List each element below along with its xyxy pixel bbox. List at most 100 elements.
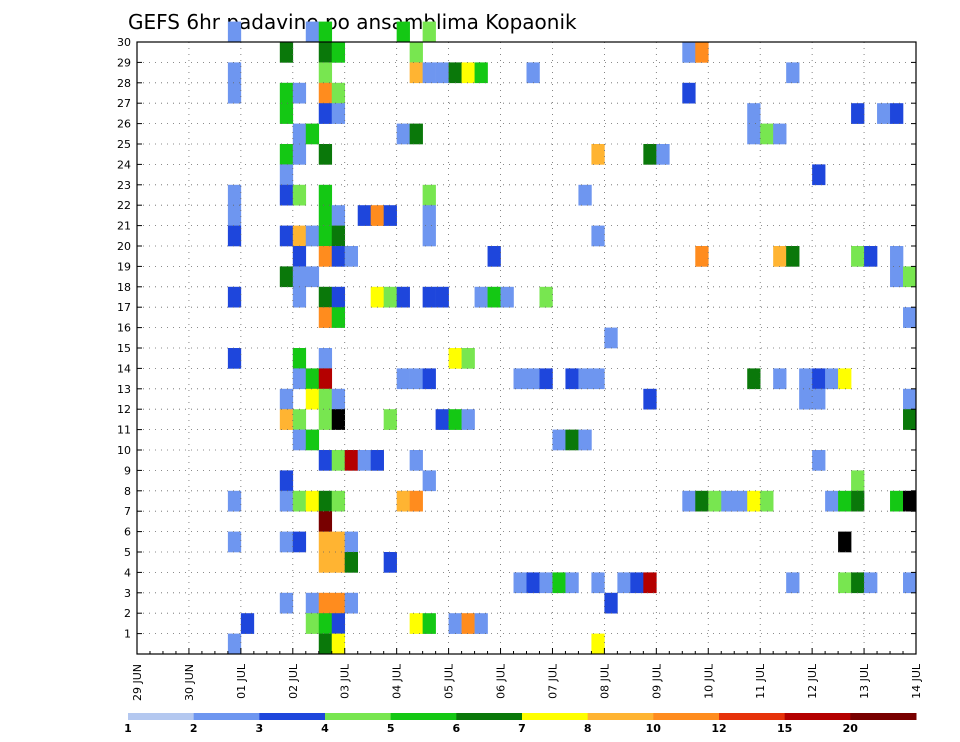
y-tick-label: 18 bbox=[117, 281, 131, 294]
colorbar-label: 4 bbox=[321, 722, 329, 735]
heatmap-cell bbox=[409, 62, 423, 84]
heatmap-cell bbox=[383, 205, 397, 226]
heatmap-cell bbox=[838, 531, 852, 553]
heatmap-cell bbox=[227, 184, 242, 206]
heatmap-cell bbox=[305, 429, 320, 451]
colorbar-swatch bbox=[390, 713, 457, 720]
heatmap-cell bbox=[292, 348, 307, 369]
heatmap-cell bbox=[903, 266, 917, 288]
colorbar-label: 3 bbox=[255, 722, 263, 735]
heatmap-cell bbox=[903, 388, 917, 410]
x-tick-label: 30 JUN bbox=[183, 664, 196, 701]
x-tick-label: 06 JUL bbox=[495, 663, 508, 699]
heatmap-cell bbox=[305, 225, 320, 247]
heatmap-cell bbox=[851, 490, 865, 512]
y-tick-label: 16 bbox=[117, 322, 131, 335]
colorbar-label: 1 bbox=[124, 722, 132, 735]
heatmap-cell bbox=[422, 62, 436, 84]
heatmap-cell bbox=[227, 225, 242, 247]
heatmap-cell bbox=[422, 613, 436, 634]
heatmap-cell bbox=[734, 490, 748, 512]
colorbar-label: 15 bbox=[777, 722, 792, 735]
heatmap-cell bbox=[318, 225, 333, 247]
heatmap-cell bbox=[539, 572, 553, 594]
heatmap-cell bbox=[396, 368, 410, 390]
colorbar-label: 20 bbox=[843, 722, 859, 735]
heatmap-cell bbox=[318, 205, 333, 226]
heatmap-cell bbox=[318, 592, 333, 614]
heatmap-cell bbox=[292, 490, 307, 512]
heatmap-cell bbox=[903, 307, 917, 328]
colorbar-swatch bbox=[456, 713, 523, 720]
heatmap-cell bbox=[409, 490, 423, 512]
y-tick-label: 23 bbox=[117, 179, 131, 192]
heatmap-cell bbox=[344, 246, 359, 267]
colorbar-swatch bbox=[784, 713, 851, 720]
colorbar-swatch bbox=[259, 713, 326, 720]
heatmap-cell bbox=[890, 103, 904, 124]
heatmap-cell bbox=[331, 531, 346, 553]
heatmap-cell bbox=[513, 368, 527, 390]
colorbar-swatch bbox=[653, 713, 720, 720]
heatmap-cell bbox=[292, 123, 307, 145]
heatmap-cell bbox=[318, 184, 333, 206]
heatmap-cell bbox=[318, 348, 333, 369]
heatmap-cell bbox=[409, 42, 423, 63]
y-tick-label: 5 bbox=[124, 546, 131, 559]
y-tick-label: 8 bbox=[124, 485, 131, 498]
heatmap-cell bbox=[825, 490, 839, 512]
heatmap-cell bbox=[695, 246, 709, 267]
heatmap-cell bbox=[331, 42, 346, 63]
x-tick-label: 08 JUL bbox=[598, 663, 611, 699]
colorbar-label: 6 bbox=[452, 722, 460, 735]
heatmap-cell bbox=[383, 409, 397, 430]
heatmap-cell bbox=[370, 286, 384, 308]
heatmap-cell bbox=[851, 572, 865, 594]
y-tick-label: 15 bbox=[117, 342, 131, 355]
heatmap-cell bbox=[422, 225, 436, 247]
heatmap-cell bbox=[318, 368, 333, 390]
y-tick-label: 7 bbox=[124, 505, 131, 518]
heatmap-cell bbox=[292, 225, 307, 247]
heatmap-cell bbox=[422, 286, 436, 308]
heatmap-cell bbox=[370, 450, 384, 471]
heatmap-cell bbox=[318, 144, 333, 165]
heatmap-cell bbox=[305, 490, 320, 512]
heatmap-cell bbox=[331, 82, 346, 104]
heatmap-cell bbox=[747, 368, 761, 390]
heatmap-cell bbox=[344, 531, 359, 553]
heatmap-cell bbox=[409, 450, 423, 471]
colorbar-swatch bbox=[587, 713, 654, 720]
heatmap-cell bbox=[357, 450, 371, 471]
heatmap-cell bbox=[903, 572, 917, 594]
heatmap-cell bbox=[240, 613, 255, 634]
heatmap-cell bbox=[357, 205, 371, 226]
heatmap-cell bbox=[747, 123, 761, 145]
heatmap-cell bbox=[448, 348, 462, 369]
chart-title: GEFS 6hr padavine po ansamblima Kopaonik bbox=[128, 10, 577, 34]
colorbar-swatch bbox=[193, 713, 260, 720]
colorbar-swatch bbox=[719, 713, 786, 720]
heatmap-cell bbox=[760, 490, 774, 512]
y-tick-label: 6 bbox=[124, 526, 131, 539]
heatmap-cell bbox=[591, 572, 605, 594]
heatmap-cell bbox=[279, 184, 294, 206]
heatmap-cell bbox=[422, 21, 436, 43]
heatmap-cell bbox=[643, 388, 657, 410]
heatmap-cell bbox=[279, 470, 294, 492]
x-tick-label: 03 JUL bbox=[339, 663, 352, 699]
heatmap-cell bbox=[383, 552, 397, 573]
heatmap-cell bbox=[331, 286, 346, 308]
x-tick-label: 11 JUL bbox=[754, 663, 767, 699]
heatmap-cell bbox=[838, 368, 852, 390]
heatmap-cell bbox=[474, 286, 488, 308]
heatmap-cell bbox=[591, 368, 605, 390]
y-tick-label: 11 bbox=[117, 424, 131, 437]
heatmap-cell bbox=[877, 103, 891, 124]
heatmap-cell bbox=[526, 368, 540, 390]
heatmap-cell bbox=[331, 388, 346, 410]
y-tick-label: 13 bbox=[117, 383, 131, 396]
y-axis-ticks: 1234567891011121314151617181920212223242… bbox=[117, 36, 916, 641]
heatmap-cell bbox=[305, 592, 320, 614]
heatmap-cell bbox=[435, 286, 449, 308]
